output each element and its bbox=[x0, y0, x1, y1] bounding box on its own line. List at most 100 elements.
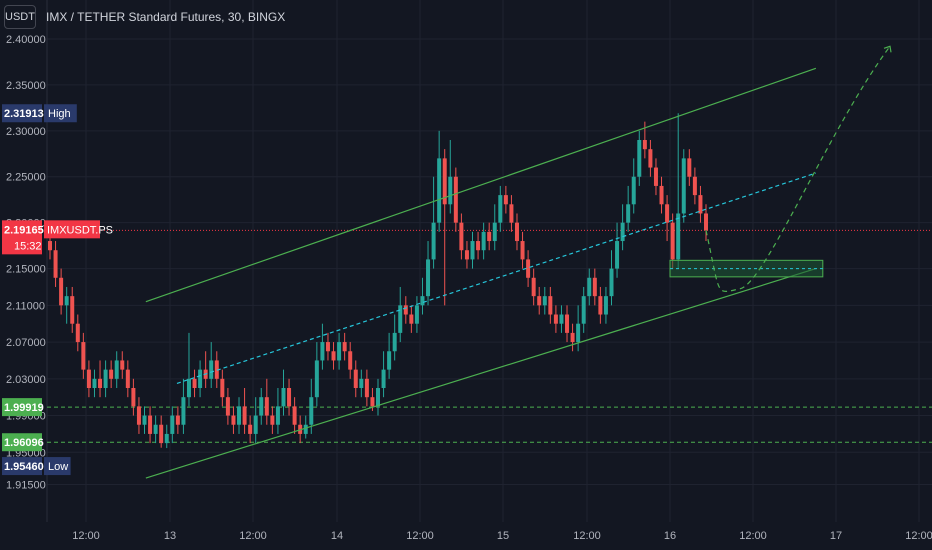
candle-body bbox=[442, 158, 447, 205]
candle-body bbox=[509, 204, 514, 223]
candle-body bbox=[698, 195, 703, 214]
candle-body bbox=[603, 296, 608, 315]
candle-body bbox=[209, 360, 214, 379]
candle-body bbox=[109, 369, 114, 379]
price-axis[interactable]: 2.400002.350002.300002.250002.200002.150… bbox=[6, 34, 46, 491]
support1-badge-value: 1.99919 bbox=[4, 402, 44, 414]
candle-body bbox=[459, 222, 464, 251]
candle-body bbox=[270, 415, 275, 425]
candle-body bbox=[681, 158, 686, 214]
candle-body bbox=[248, 424, 253, 434]
candle-body bbox=[581, 296, 586, 324]
candle-body bbox=[198, 369, 203, 388]
candle-body bbox=[620, 222, 625, 242]
high-badge-box bbox=[2, 104, 42, 123]
candle-body bbox=[615, 241, 620, 269]
y-tick-label: 2.03000 bbox=[6, 374, 46, 386]
support2-badge-value: 1.96096 bbox=[4, 437, 44, 449]
target-zone-rectangle[interactable] bbox=[669, 259, 824, 278]
time-axis[interactable]: 12:00 13 12:00 14 12:00 15 12:00 16 12:00 17 12:00 bbox=[72, 530, 932, 542]
projection-path[interactable] bbox=[705, 45, 891, 292]
candle-body bbox=[170, 415, 175, 434]
support2-badge: 1.96096 bbox=[2, 433, 44, 452]
candle-body bbox=[364, 378, 369, 398]
low-badge-value: 1.95460 bbox=[4, 461, 44, 473]
support2-badge-box bbox=[2, 433, 42, 452]
candle-body bbox=[242, 406, 247, 425]
candle-body bbox=[514, 222, 519, 242]
channel-mid-line[interactable] bbox=[176, 172, 817, 384]
price-badges: 2.31913 High 2.19165 15:32 IMXUSDT.PS 1.99919… bbox=[2, 104, 113, 476]
x-tick-label: 17 bbox=[830, 530, 842, 542]
candle-body bbox=[431, 222, 436, 260]
x-tick-label: 12:00 bbox=[573, 530, 601, 542]
candle-body bbox=[142, 415, 147, 425]
y-tick-label: 2.35000 bbox=[6, 80, 46, 92]
candle-body bbox=[342, 342, 347, 352]
candle-body bbox=[526, 259, 531, 278]
high-badge-value: 2.31913 bbox=[4, 108, 44, 120]
candle-body bbox=[348, 351, 353, 370]
candle-body bbox=[420, 296, 425, 306]
candle-body bbox=[192, 378, 197, 388]
low-badge-box bbox=[2, 457, 42, 476]
candle-body bbox=[470, 241, 475, 260]
candle-body bbox=[687, 158, 692, 177]
candle-body bbox=[531, 277, 536, 297]
candle-body bbox=[237, 406, 242, 425]
candle-body bbox=[148, 415, 153, 434]
candle-body bbox=[576, 323, 581, 343]
candle-body bbox=[75, 323, 80, 343]
candle-body bbox=[320, 342, 325, 361]
candle-body bbox=[481, 231, 486, 251]
high-badge-label: High bbox=[48, 108, 71, 120]
y-tick-label: 2.11000 bbox=[6, 300, 45, 312]
candle-body bbox=[476, 241, 481, 251]
candle-body bbox=[220, 378, 225, 398]
candle-body bbox=[287, 388, 292, 407]
candle-body bbox=[498, 195, 503, 223]
candle-body bbox=[642, 140, 647, 150]
candle-body bbox=[570, 332, 575, 343]
candle-body bbox=[53, 250, 58, 278]
candle-body bbox=[403, 305, 408, 315]
y-tick-label: 1.91500 bbox=[6, 479, 46, 491]
projection-arrow-head bbox=[883, 45, 892, 53]
current-price-box bbox=[2, 220, 42, 255]
candle-body bbox=[275, 406, 280, 425]
candle-body bbox=[548, 296, 553, 315]
candle-body bbox=[303, 424, 308, 434]
candle-body bbox=[665, 204, 670, 223]
candle-body bbox=[181, 397, 186, 425]
candle-body bbox=[437, 158, 442, 223]
x-tick-label: 12:00 bbox=[239, 530, 267, 542]
candle-body bbox=[631, 176, 636, 205]
candle-body bbox=[398, 305, 403, 333]
countdown-timer: 15:32 bbox=[14, 240, 42, 252]
candle-body bbox=[253, 415, 258, 434]
candle-body bbox=[448, 176, 453, 205]
candle-body bbox=[231, 415, 236, 425]
currency-button[interactable]: USDT bbox=[4, 5, 36, 29]
candle-body bbox=[337, 342, 342, 361]
candle-body bbox=[520, 241, 525, 260]
candle-body bbox=[553, 314, 558, 324]
candle-body bbox=[487, 231, 492, 242]
candle-body bbox=[426, 259, 431, 297]
candle-body bbox=[503, 195, 508, 205]
channel-drawings[interactable] bbox=[145, 45, 892, 479]
channel-upper-line[interactable] bbox=[145, 67, 817, 303]
low-badge: 1.95460 Low bbox=[2, 457, 71, 476]
candle-body bbox=[492, 222, 497, 242]
candle-body bbox=[587, 277, 592, 297]
low-badge-label-box bbox=[44, 457, 71, 476]
support1-badge-box bbox=[2, 398, 42, 417]
candle-body bbox=[120, 360, 125, 370]
support1-badge: 1.99919 bbox=[2, 398, 44, 417]
support-lines bbox=[47, 406, 932, 443]
x-tick-label: 14 bbox=[331, 530, 343, 542]
candle-body bbox=[381, 369, 386, 388]
channel-lower-line[interactable] bbox=[145, 268, 817, 479]
candle-body bbox=[92, 378, 97, 388]
